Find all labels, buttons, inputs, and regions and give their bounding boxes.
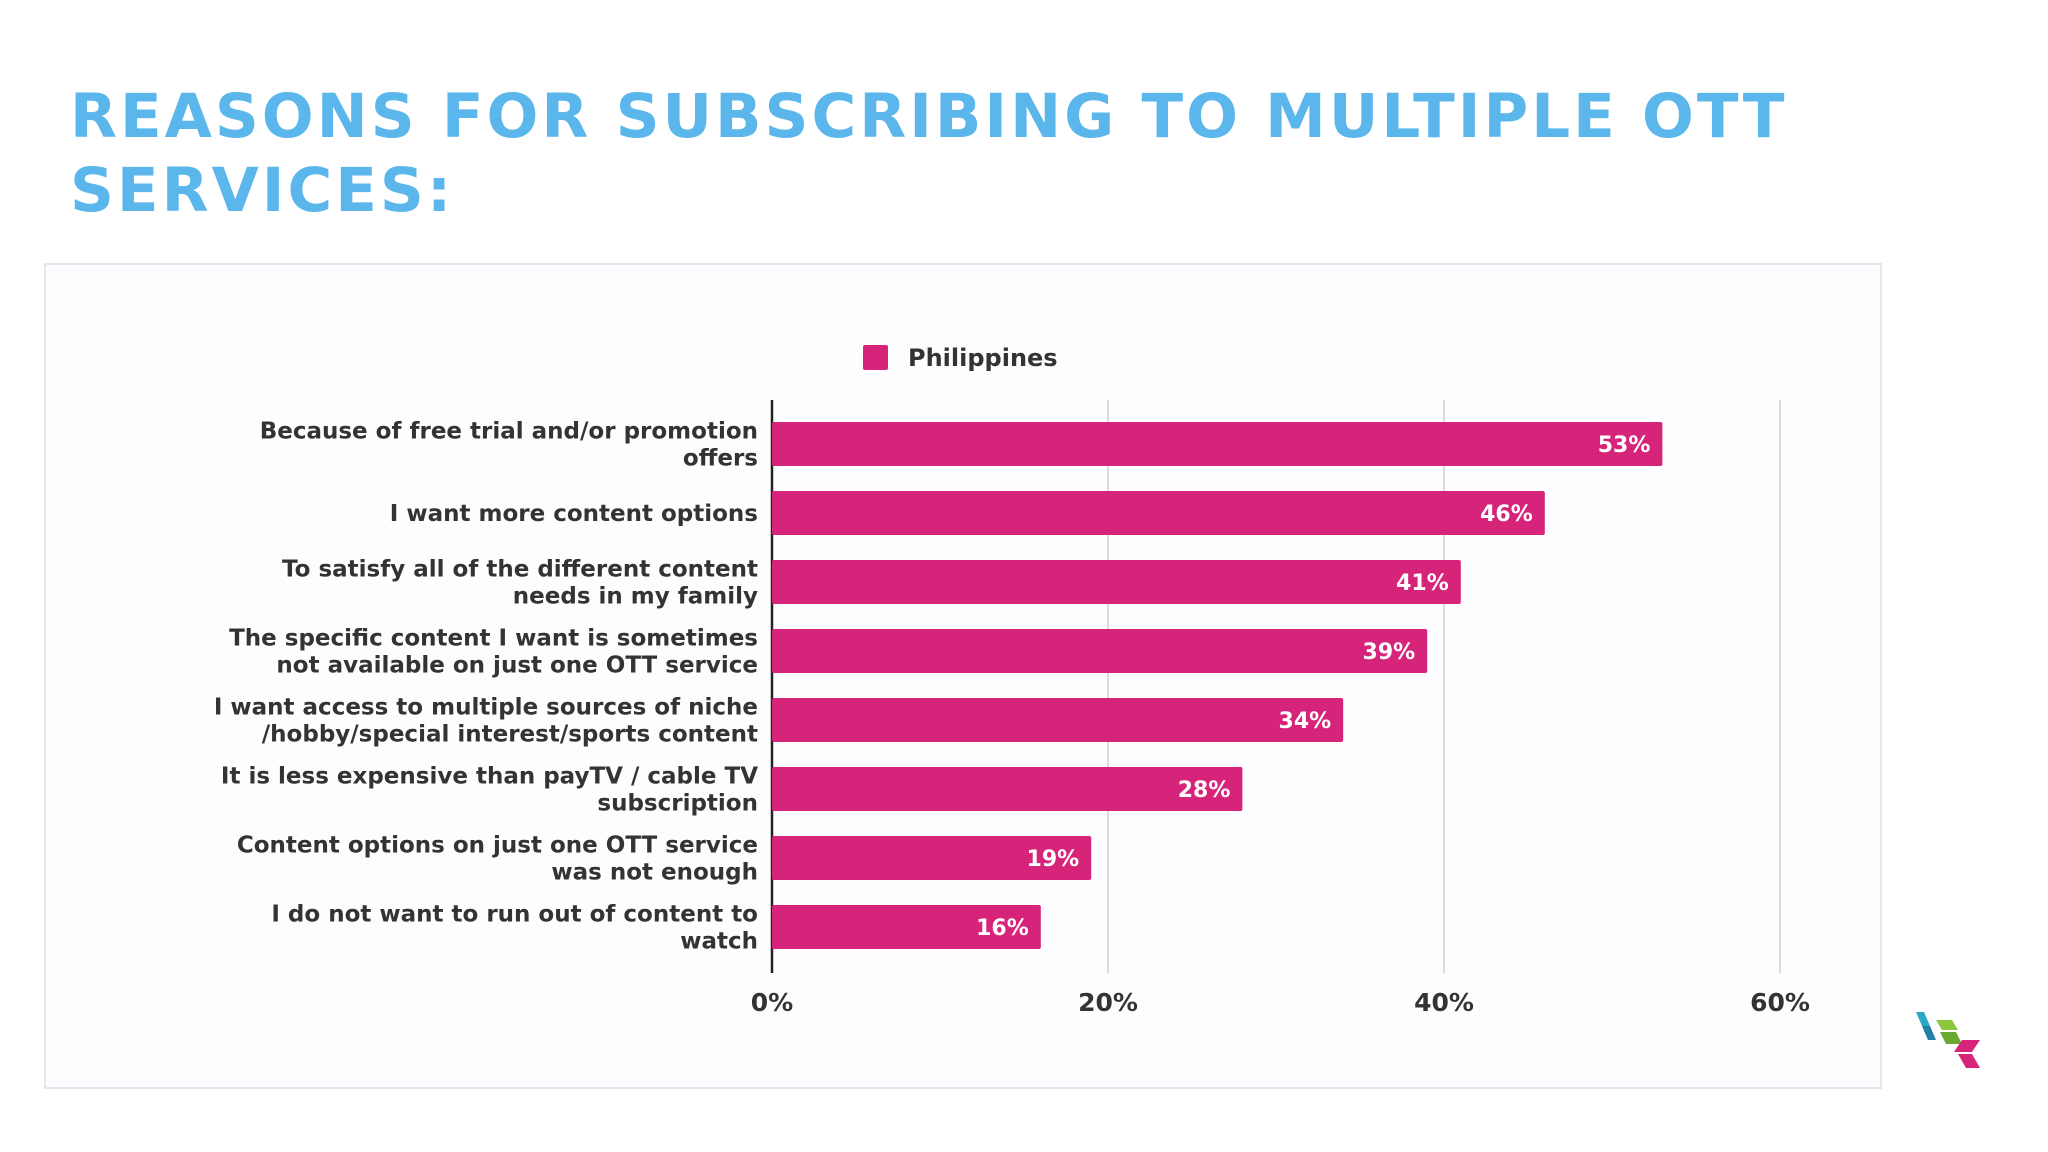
bar xyxy=(772,698,1344,742)
category-label: not available on just one OTT service xyxy=(276,653,758,679)
x-tick-label: 60% xyxy=(1750,988,1810,1017)
category-label: Because of free trial and/or promotion xyxy=(260,419,758,445)
category-label: I want more content options xyxy=(390,501,758,527)
bar xyxy=(772,560,1461,604)
category-label: I do not want to run out of content to xyxy=(271,902,758,928)
title-line-2: SERVICES: xyxy=(70,155,455,226)
legend-swatch xyxy=(863,345,888,370)
data-label: 53% xyxy=(1598,433,1651,458)
category-label: needs in my family xyxy=(513,584,758,610)
category-label: watch xyxy=(680,929,758,955)
x-tick-label: 20% xyxy=(1078,988,1138,1017)
slide-title: REASONS FOR SUBSCRIBING TO MULTIPLE OTT … xyxy=(70,80,1870,228)
bar xyxy=(772,836,1092,880)
data-label: 46% xyxy=(1480,502,1533,527)
bar xyxy=(772,905,1041,949)
data-label: 16% xyxy=(976,916,1029,941)
cube-logo-icon xyxy=(1916,1012,1980,1068)
category-label: subscription xyxy=(597,791,758,817)
category-label: I want access to multiple sources of nic… xyxy=(214,695,758,721)
x-tick-label: 0% xyxy=(751,988,793,1017)
bar xyxy=(772,629,1428,673)
bar xyxy=(772,767,1243,811)
data-label: 34% xyxy=(1279,709,1332,734)
x-tick-label: 40% xyxy=(1414,988,1474,1017)
chart-frame: Philippines 53% 46% 41% 39% 34% 28% 19% 16% Bec… xyxy=(44,263,1882,1089)
bar-chart: Philippines 53% 46% 41% 39% 34% 28% 19% 16% Bec… xyxy=(214,344,1810,1017)
data-label: 41% xyxy=(1396,571,1449,596)
title-line-1: REASONS FOR SUBSCRIBING TO MULTIPLE OTT xyxy=(70,81,1788,152)
category-label: offers xyxy=(683,446,758,472)
grid-lines xyxy=(770,400,1781,973)
legend-label: Philippines xyxy=(908,344,1058,372)
legend: Philippines xyxy=(863,344,1058,372)
data-label: 19% xyxy=(1027,847,1080,872)
category-label: Content options on just one OTT service xyxy=(237,833,758,859)
category-label: /hobby/special interest/sports content xyxy=(262,722,758,748)
data-label: 28% xyxy=(1178,778,1231,803)
category-label: It is less expensive than payTV / cable … xyxy=(221,764,758,790)
category-label: was not enough xyxy=(551,860,758,886)
bar xyxy=(772,491,1545,535)
data-label: 39% xyxy=(1363,640,1416,665)
bars: 53% 46% 41% 39% 34% 28% 19% 16% xyxy=(772,422,1663,949)
category-labels: Because of free trial and/or promotionof… xyxy=(214,419,758,955)
category-label: The specific content I want is sometimes xyxy=(229,626,758,652)
x-tick-labels: 0% 20% 40% 60% xyxy=(751,988,1810,1017)
category-label: To satisfy all of the different content xyxy=(282,557,758,583)
bar xyxy=(772,422,1663,466)
